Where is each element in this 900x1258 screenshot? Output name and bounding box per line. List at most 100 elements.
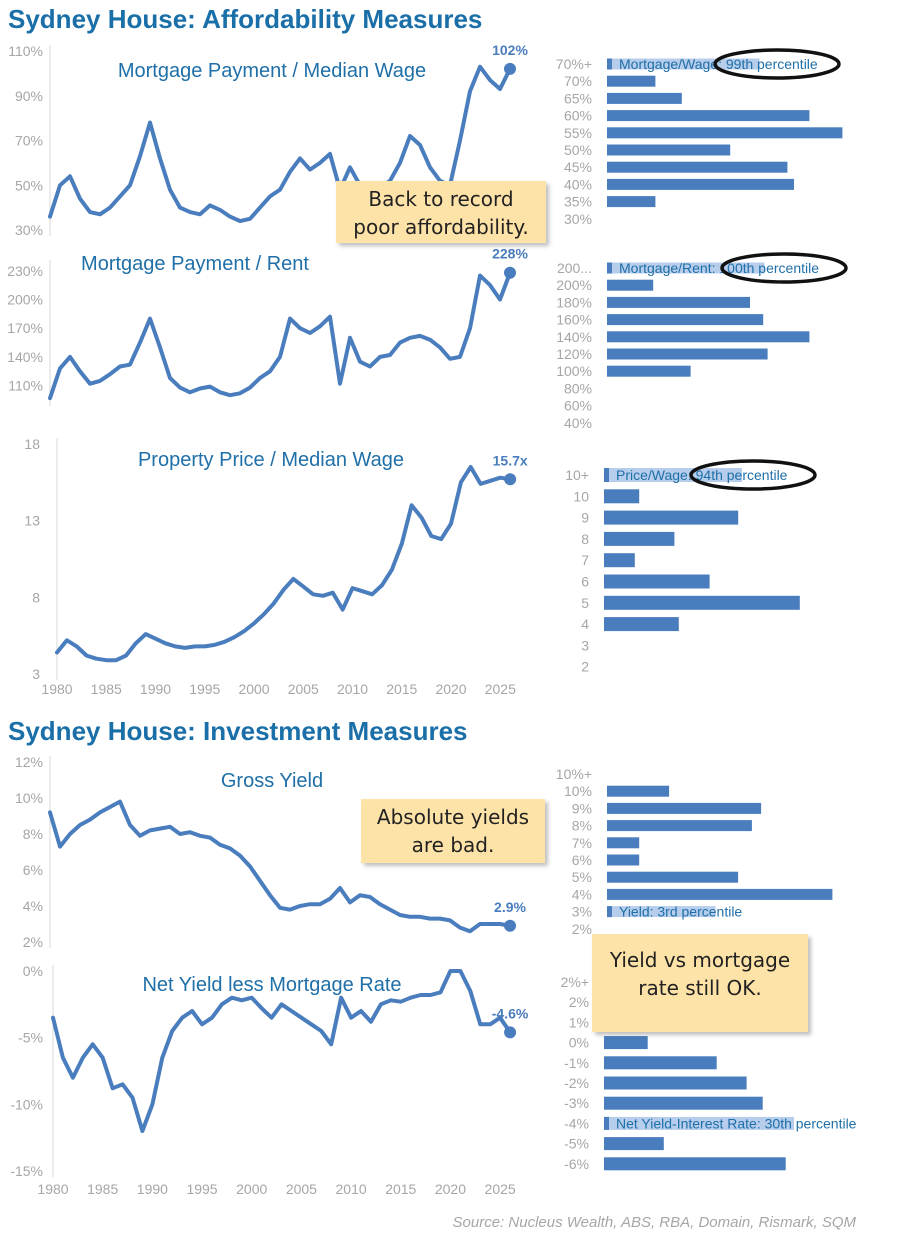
x-tick-label: 1990 (140, 681, 171, 697)
category-label: 6 (581, 574, 589, 590)
y-tick-label: 90% (15, 88, 43, 104)
y-tick-label: 0% (23, 963, 43, 979)
category-label: -3% (564, 1095, 589, 1111)
category-label: 70%+ (556, 56, 592, 72)
category-label: 7 (581, 552, 589, 568)
x-tick-label: 1980 (37, 1181, 68, 1197)
category-label: 9% (572, 800, 592, 816)
yield-vs-mortgage-note: Yield vs mortgage rate still OK. (592, 934, 808, 1032)
y-tick-label: 200% (7, 292, 43, 308)
end-value-label: 228% (492, 246, 528, 262)
end-point-marker (504, 919, 516, 932)
end-value-label: 15.7x (493, 452, 528, 468)
y-tick-label: 10% (15, 790, 43, 806)
affordability-section-title: Sydney House: Affordability Measures (8, 4, 483, 34)
record-affordability-note: Back to record poor affordability. (336, 181, 546, 243)
y-tick-label: -5% (18, 1030, 43, 1046)
category-label: 6% (572, 852, 592, 868)
category-label: 9 (581, 510, 589, 526)
x-tick-label: 2020 (435, 681, 466, 697)
category-label: 140% (556, 329, 592, 345)
distribution-bar (607, 110, 810, 122)
x-tick-label: 2000 (236, 1181, 267, 1197)
category-label: 35% (564, 194, 592, 210)
y-tick-label: 70% (15, 133, 43, 149)
percentile-label: Net Yield-Interest Rate: 30th percentile (616, 1115, 857, 1131)
category-label: 100% (556, 363, 592, 379)
distribution-bar (604, 617, 679, 632)
current-value-marker (604, 468, 609, 482)
x-tick-label: 2005 (286, 1181, 317, 1197)
series-line (48, 799, 512, 934)
current-value-marker (607, 58, 612, 70)
distribution-bar (604, 1137, 664, 1151)
category-label: 30% (564, 211, 592, 227)
current-value-marker (607, 906, 612, 918)
chart-title: Mortgage Payment / Median Wage (118, 60, 426, 82)
distribution-bar (607, 144, 731, 156)
distribution-bar (607, 178, 794, 190)
y-tick-label: 110% (8, 378, 43, 394)
series-line (48, 270, 512, 401)
category-label: 80% (564, 380, 592, 396)
highlight-bar (604, 468, 742, 482)
x-tick-label: 1980 (41, 681, 72, 697)
distribution-bar (604, 1076, 747, 1090)
category-label: 200... (557, 260, 592, 276)
distribution-bar (607, 888, 833, 900)
distribution-bar (604, 531, 675, 546)
y-tick-label: 230% (7, 263, 43, 279)
category-label: 50% (564, 142, 592, 158)
category-label: 40% (564, 415, 592, 431)
y-tick-label: 30% (15, 222, 43, 238)
note-line: Absolute yields (376, 805, 530, 829)
category-label: 55% (564, 125, 592, 141)
y-tick-label: 3 (32, 666, 40, 682)
distribution-bar (604, 1056, 717, 1070)
category-label: 60% (564, 108, 592, 124)
category-label: 200% (556, 277, 592, 293)
end-point-marker (504, 266, 516, 279)
x-tick-label: 2020 (435, 1181, 466, 1197)
end-value-label: 102% (492, 42, 528, 58)
distribution-bar (607, 348, 768, 360)
distribution-bar (607, 837, 640, 849)
end-value-label: 2.9% (494, 899, 526, 915)
percentile-label: Price/Wage: 94th percentile (616, 467, 788, 483)
distribution-bar (607, 314, 764, 326)
category-label: 3% (572, 904, 592, 920)
distribution-bar (607, 331, 810, 343)
category-label: 60% (564, 398, 592, 414)
category-label: 10%+ (556, 766, 592, 782)
distribution-bar (607, 161, 788, 173)
current-value-marker (604, 1116, 609, 1130)
end-point-marker (504, 473, 517, 486)
x-tick-label: 1990 (137, 1181, 168, 1197)
x-tick-label: 2010 (337, 681, 368, 697)
note-line: Yield vs mortgage (609, 948, 791, 972)
category-label: 5% (572, 869, 592, 885)
distribution-bar (604, 1157, 786, 1171)
distribution-bar (604, 574, 710, 589)
y-tick-label: 140% (7, 349, 43, 365)
source-note: Source: Nucleus Wealth, ABS, RBA, Domain… (452, 1214, 856, 1231)
category-label: 10 (573, 488, 589, 504)
distribution-bar (607, 279, 654, 291)
x-tick-label: 2000 (238, 681, 269, 697)
percentile-circle-annotation (720, 252, 848, 284)
note-line: poor affordability. (353, 215, 529, 239)
y-tick-label: 170% (7, 320, 43, 336)
y-tick-label: 13 (24, 513, 40, 529)
y-tick-label: 8 (32, 589, 40, 605)
percentile-label: Mortgage/Wage: 99th percentile (619, 56, 818, 72)
y-tick-label: 4% (23, 898, 43, 914)
distribution-bar (607, 92, 682, 104)
y-tick-label: 2% (23, 934, 43, 950)
category-label: 0% (569, 1035, 589, 1051)
category-label: -1% (564, 1055, 589, 1071)
category-label: -5% (564, 1136, 589, 1152)
category-label: 180% (556, 294, 592, 310)
category-label: 2%+ (561, 974, 589, 990)
note-line: Back to record (368, 187, 514, 211)
category-label: 3 (581, 637, 589, 653)
